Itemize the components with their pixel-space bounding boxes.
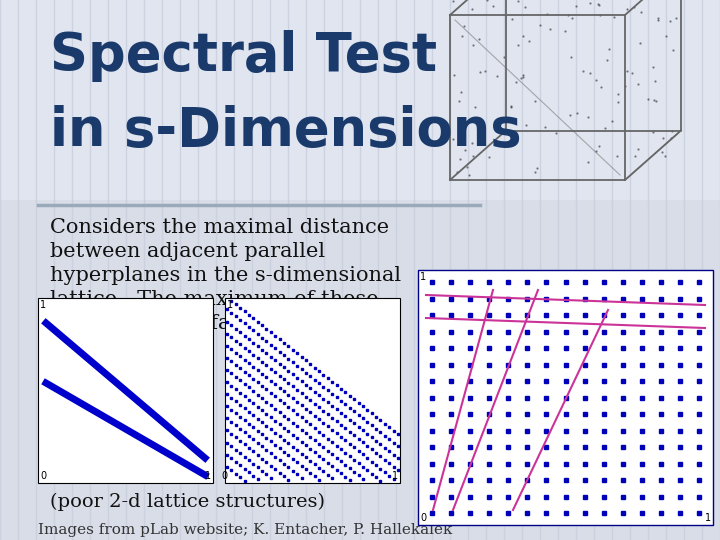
Text: 1: 1	[705, 513, 711, 523]
Text: 1: 1	[205, 471, 211, 481]
Text: 1: 1	[420, 272, 426, 282]
Text: 0: 0	[221, 471, 227, 481]
Text: Considers the maximal distance: Considers the maximal distance	[50, 218, 389, 237]
Text: 1: 1	[392, 471, 398, 481]
Text: values over all families is d: values over all families is d	[50, 314, 338, 333]
Text: Spectral Test: Spectral Test	[50, 30, 437, 82]
Text: (poor 2-d lattice structures): (poor 2-d lattice structures)	[50, 493, 325, 511]
Bar	[0, 0, 720, 200]
Text: 0: 0	[40, 471, 46, 481]
Text: 1: 1	[40, 300, 46, 310]
Text: s: s	[348, 322, 356, 336]
Bar	[418, 270, 713, 525]
Text: lattice.  The maximum of these: lattice. The maximum of these	[50, 290, 379, 309]
Text: in s-Dimensions: in s-Dimensions	[50, 105, 521, 157]
Text: between adjacent parallel: between adjacent parallel	[50, 242, 325, 261]
Text: Images from pLab website; K. Entacher, P. Hallekalek: Images from pLab website; K. Entacher, P…	[38, 523, 452, 537]
Bar	[38, 298, 213, 483]
Text: hyperplanes in the s-dimensional: hyperplanes in the s-dimensional	[50, 266, 401, 285]
Text: 0: 0	[420, 513, 426, 523]
Bar	[225, 298, 400, 483]
Text: 1: 1	[227, 300, 233, 310]
